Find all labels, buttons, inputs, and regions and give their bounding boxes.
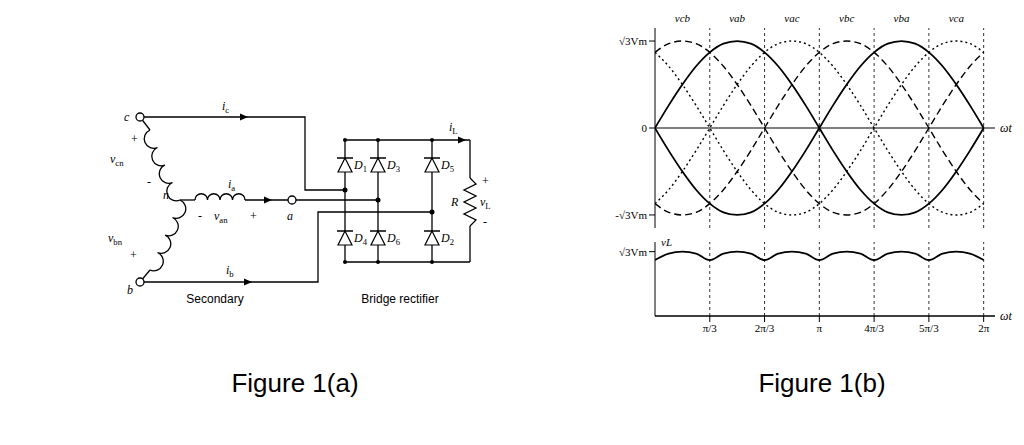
svg-text:√3Vm: √3Vm [619, 246, 647, 258]
svg-text:c: c [124, 110, 130, 124]
svg-text:vac: vac [784, 12, 799, 24]
svg-text:Figure 1(b): Figure 1(b) [758, 368, 885, 398]
svg-text:b: b [127, 283, 133, 297]
svg-text:5π/3: 5π/3 [919, 322, 939, 334]
svg-text:ib: ib [226, 263, 234, 279]
svg-text:R: R [450, 195, 459, 209]
svg-text:vba: vba [894, 12, 910, 24]
svg-text:+: + [250, 209, 257, 223]
svg-text:vcn: vcn [110, 152, 124, 168]
svg-text:Bridge rectifier: Bridge rectifier [361, 292, 438, 306]
svg-text:vab: vab [729, 12, 745, 24]
svg-text:ωt: ωt [1000, 309, 1012, 323]
svg-text:D1: D1 [353, 158, 367, 174]
svg-text:Figure 1(a): Figure 1(a) [231, 368, 358, 398]
svg-text:D5: D5 [440, 158, 454, 174]
svg-text:a: a [287, 209, 293, 223]
svg-text:+: + [482, 174, 489, 188]
svg-text:-: - [483, 215, 487, 229]
svg-text:n: n [163, 188, 169, 202]
svg-text:-: - [147, 175, 151, 189]
svg-text:0: 0 [642, 122, 648, 134]
svg-text:ic: ic [222, 99, 229, 115]
svg-text:iL: iL [449, 120, 458, 136]
svg-text:vbn: vbn [108, 231, 123, 247]
svg-text:vca: vca [949, 12, 965, 24]
svg-text:vL: vL [480, 195, 491, 211]
svg-text:vbc: vbc [839, 12, 854, 24]
svg-text:vL: vL [661, 236, 672, 248]
svg-text:π/3: π/3 [703, 322, 718, 334]
svg-text:2π/3: 2π/3 [755, 322, 775, 334]
svg-text:D6: D6 [386, 231, 401, 247]
svg-text:+: + [130, 248, 137, 262]
svg-text:Secondary: Secondary [186, 292, 243, 306]
svg-text:ωt: ωt [1000, 121, 1012, 135]
svg-text:π: π [817, 322, 823, 334]
svg-text:van: van [214, 209, 228, 225]
svg-text:vcb: vcb [675, 12, 691, 24]
svg-text:-√3Vm: -√3Vm [615, 209, 647, 221]
svg-text:D3: D3 [386, 158, 400, 174]
svg-text:+: + [131, 132, 138, 146]
svg-text:-: - [198, 209, 202, 223]
svg-text:√3Vm: √3Vm [619, 35, 647, 47]
svg-text:2π: 2π [978, 322, 990, 334]
svg-text:D4: D4 [353, 231, 368, 247]
svg-text:ia: ia [228, 177, 235, 193]
svg-text:D2: D2 [440, 231, 454, 247]
svg-text:4π/3: 4π/3 [864, 322, 884, 334]
